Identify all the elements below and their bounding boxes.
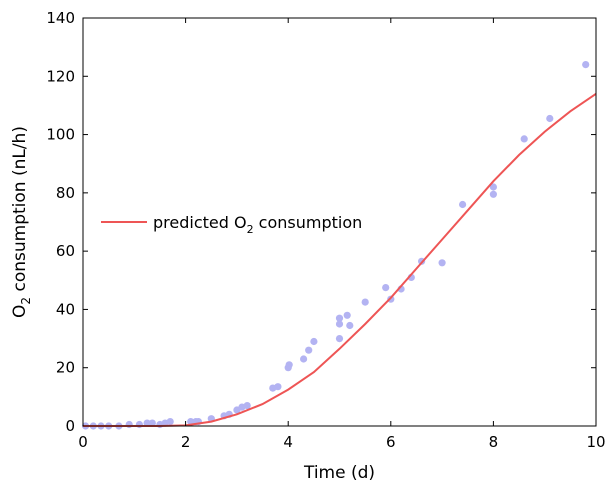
y-axis-label-pre: O (10, 305, 30, 318)
observed-point (335, 314, 344, 322)
observed-point (285, 361, 293, 369)
y-tick-label: 120 (46, 67, 75, 85)
observed-point (135, 420, 143, 429)
observed-point (546, 114, 554, 123)
x-tick-label: 6 (386, 433, 396, 451)
observed-point (346, 321, 354, 330)
plot-marks (82, 61, 597, 430)
y-axis-label: O2 consumption (nL/h) (10, 126, 33, 318)
observed-point (310, 337, 318, 346)
observed-point (459, 200, 467, 209)
observed-point (343, 311, 351, 319)
tick-marks (82, 17, 597, 427)
observed-point (143, 419, 151, 427)
y-tick-label: 100 (46, 126, 75, 144)
x-tick-label: 0 (78, 433, 88, 451)
observed-point (300, 355, 308, 363)
legend: predicted O2 consumption (101, 213, 362, 236)
observed-point (489, 183, 497, 191)
y-axis-label-post: consumption (nL/h) (10, 126, 30, 297)
observed-point (125, 420, 133, 429)
observed-point (582, 61, 590, 69)
legend-label-sub: 2 (247, 223, 254, 236)
y-tick-label: 140 (46, 9, 75, 27)
y-tick-label: 0 (65, 417, 75, 435)
predicted-line (83, 92, 597, 427)
observed-point (274, 383, 282, 391)
y-tick-label: 80 (56, 184, 75, 202)
observed-point (166, 418, 174, 426)
observed-point (335, 320, 344, 328)
observed-point (243, 402, 251, 410)
x-tick-label: 4 (283, 433, 293, 451)
y-tick-label: 40 (56, 300, 75, 318)
observed-point (148, 419, 156, 427)
observed-point (489, 190, 497, 198)
observed-point (335, 335, 344, 343)
observed-point (361, 298, 369, 306)
x-tick-label: 10 (586, 433, 605, 451)
y-tick-label: 20 (56, 359, 75, 377)
observed-point (520, 135, 528, 143)
observed-point (438, 259, 446, 267)
legend-label-pre: predicted O (153, 213, 247, 232)
y-tick-label: 60 (56, 242, 75, 260)
plot-frame (82, 17, 597, 427)
observed-point (305, 346, 313, 354)
observed-point (382, 284, 390, 292)
legend-label-post: consumption (254, 213, 363, 232)
x-tick-label: 8 (489, 433, 499, 451)
x-axis-label: Time (d) (303, 463, 375, 483)
x-tick-label: 2 (181, 433, 191, 451)
y-axis-label-sub: 2 (19, 297, 33, 305)
legend-label: predicted O2 consumption (153, 213, 362, 236)
